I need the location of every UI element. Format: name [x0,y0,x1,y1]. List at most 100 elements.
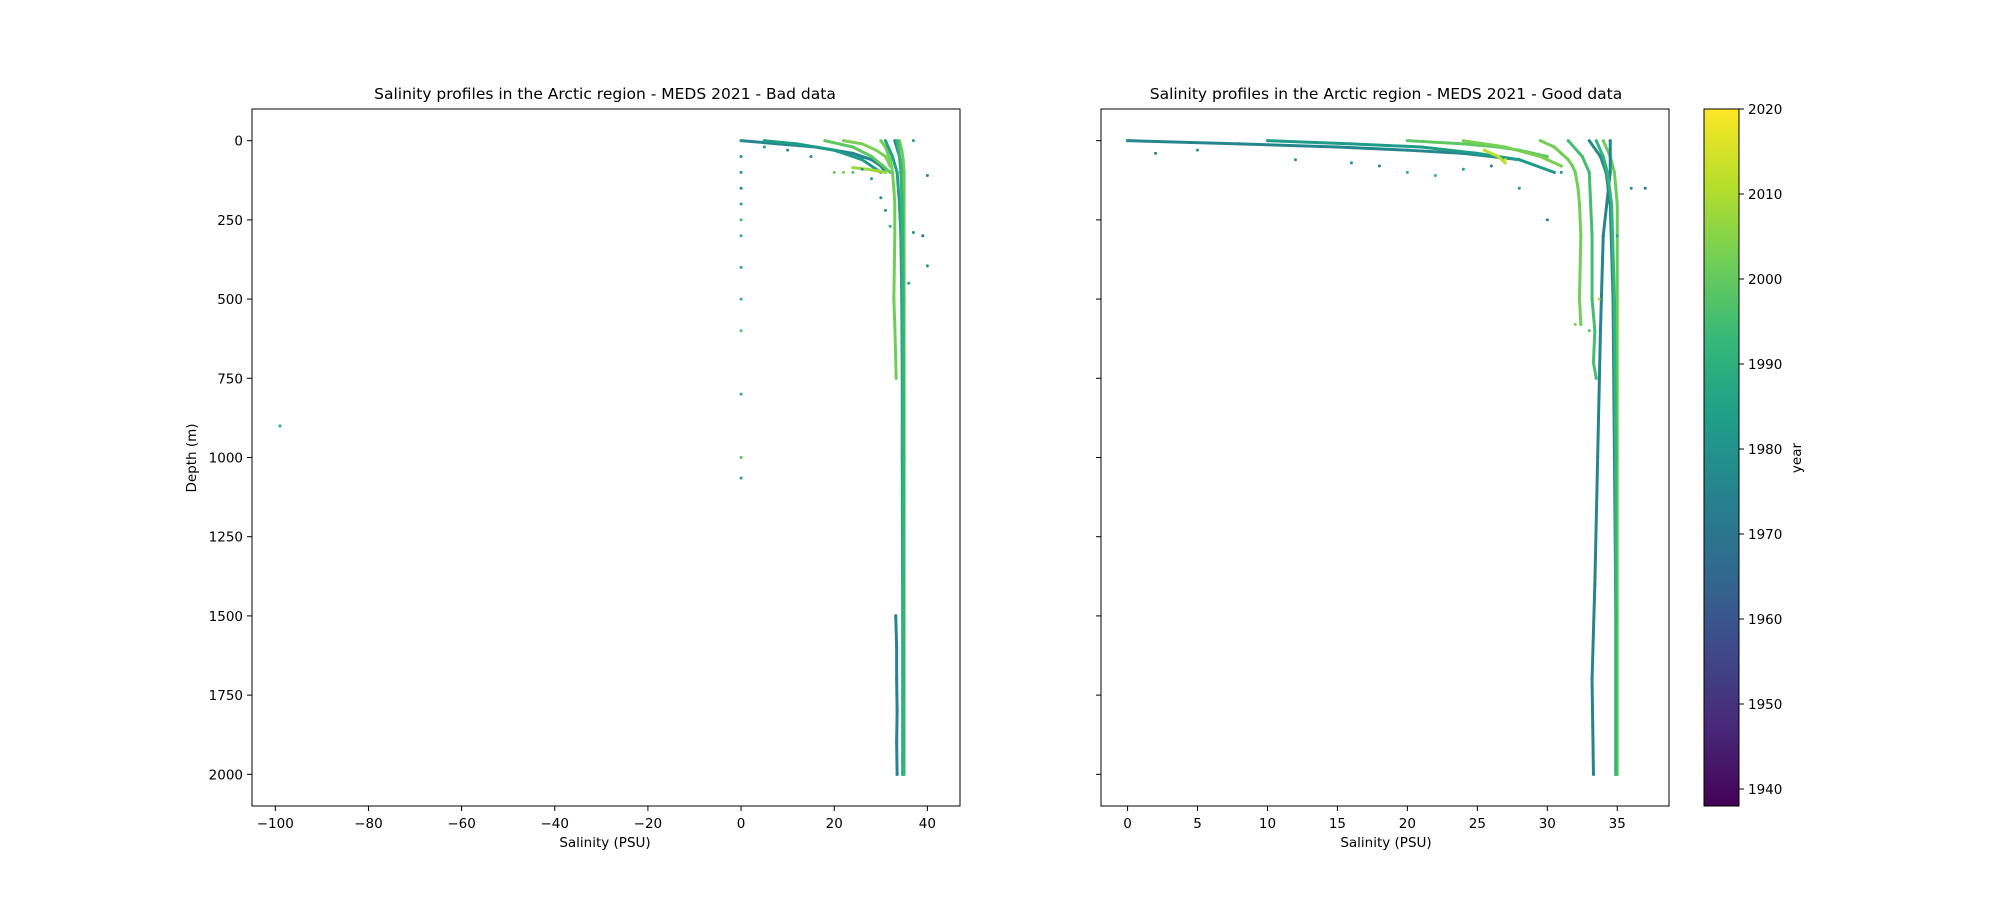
scatter-point [739,297,743,301]
profile-point [895,645,899,650]
scatter-point [1489,164,1493,168]
profile-point [900,148,904,152]
profile-line [852,166,886,174]
profile-point [832,148,836,152]
profile-point [902,772,906,776]
y-tick-label: 500 [217,292,243,308]
scatter-point [809,155,813,159]
profile-point [895,772,899,776]
profile-point [869,154,874,159]
scatter-point [739,139,743,143]
colorbar: 1940 1950 1960 1970 1980 1990 2000 2010 2020 yea… [1703,102,1805,807]
profile-point [1601,139,1605,143]
profile-point [1614,772,1618,776]
profile-point [897,154,902,159]
profile-point [1419,145,1423,149]
profile-point [888,164,892,168]
profile-series [1265,139,1556,174]
profile-point [886,151,890,155]
profile-point [1566,158,1570,162]
profile-point [895,741,899,745]
y-tick-label: 2000 [209,767,243,783]
profile-point [897,202,902,206]
profile-point [762,139,766,143]
profile-point [1601,154,1605,159]
scatter-point [1154,151,1158,155]
profile-point [895,170,899,174]
scatter-point [832,170,836,174]
y-tick-label: 250 [217,213,243,229]
x-tick-label: −20 [634,816,663,832]
profile-point [1591,360,1596,365]
profile-line [1567,139,1598,379]
scatter-point [739,186,743,190]
colorbar-tick-label: 1950 [1748,697,1782,713]
profile-point [1496,154,1500,159]
profile-point [851,166,855,170]
colorbar-tick-label: 1940 [1748,782,1782,798]
x-axis-label-bad-data: Salinity (PSU) [559,835,650,851]
profile-point [1545,154,1549,159]
scatter-point [888,224,892,228]
scatter-point [1573,322,1577,326]
profile-point [883,154,888,159]
y-tick-label: 1250 [209,530,243,546]
profile-point [893,139,897,143]
profile-point [890,170,895,174]
profile-point [888,158,892,162]
colorbar-gradient [1704,109,1739,806]
profile-point [1608,170,1612,174]
profile-line [1127,139,1520,162]
x-tick-label: 35 [1609,816,1626,832]
scatter-point [1629,186,1633,190]
colorbar-tick-label: 1980 [1748,442,1782,458]
profile-point [1475,151,1479,155]
axes-frame-good-data [1100,108,1670,807]
profile-point [1591,772,1596,776]
profile-point [1552,145,1556,149]
profile-point [1538,139,1542,143]
x-axis-label-good-data: Salinity (PSU) [1340,835,1431,851]
x-axis-good-data: 0 5 10 15 20 25 30 35 [1123,806,1626,832]
profile-point [1590,234,1594,238]
profile-point [860,142,864,146]
profile-point [1265,139,1270,143]
x-tick-label: 0 [737,816,746,832]
y-tick-label: 750 [217,371,243,387]
profile-point [1596,455,1600,460]
profile-line [894,615,899,775]
profile-point [879,139,883,143]
profile-point [1552,170,1556,174]
scatter-point [1503,158,1507,162]
profile-point [1335,145,1340,149]
profile-point [890,154,895,159]
profile-point [865,167,869,171]
scatter-point [925,264,929,268]
scatter-point [860,167,864,171]
chart-title-bad-data: Salinity profiles in the Arctic region -… [374,85,836,103]
scatter-point [1587,329,1591,333]
x-tick-label: 0 [1123,816,1132,832]
scatter-point [883,208,887,212]
scatter-point [1405,170,1409,174]
profile-series [894,614,899,776]
profile-point [874,169,878,173]
scatter-point [1517,186,1521,190]
colorbar-tick-label: 2010 [1748,187,1782,203]
profile-point [895,709,899,713]
profile-point [895,677,899,681]
profile-point [1237,142,1242,146]
profile-point [881,164,885,168]
profile-point [841,139,846,143]
scatter-point [911,139,915,143]
scatter-point [739,329,743,333]
profile-point [888,170,892,174]
x-tick-label: 20 [826,816,843,832]
profile-series [841,139,892,168]
y-tick-label: 1750 [209,688,243,704]
profile-point [1461,139,1465,143]
scatter-point [1461,167,1465,171]
profile-line [1463,139,1562,168]
scatter-point [786,148,790,152]
